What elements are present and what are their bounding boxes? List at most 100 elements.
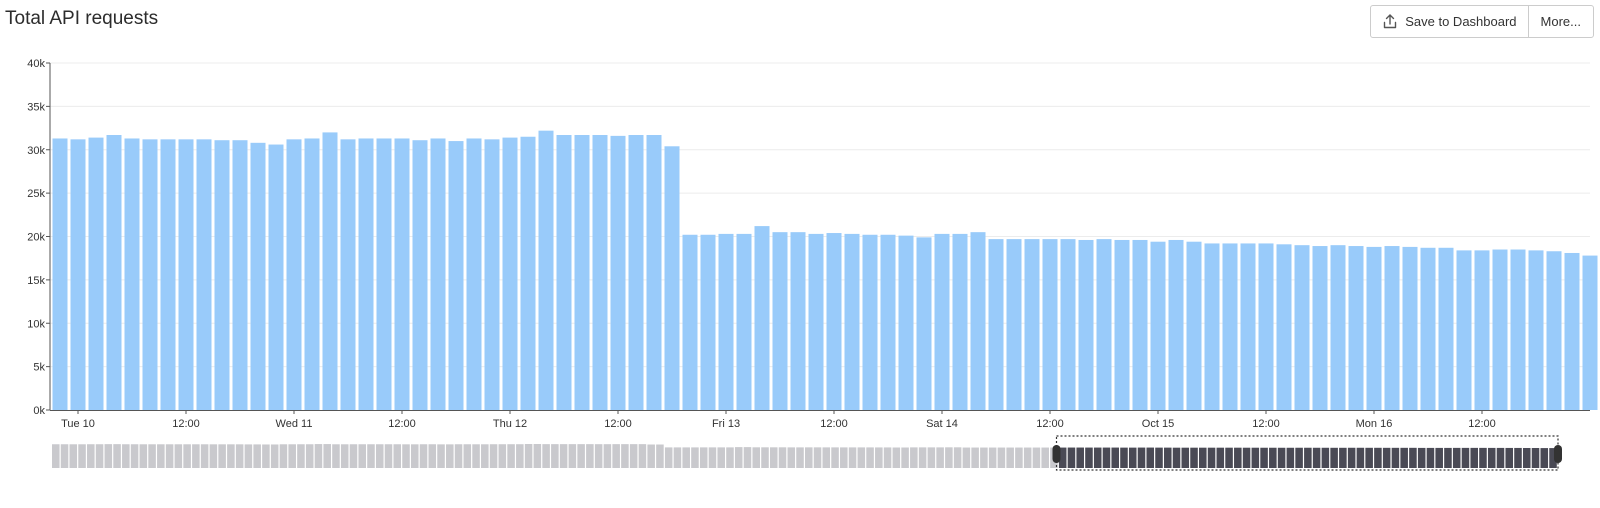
overview-bar bbox=[1251, 447, 1260, 468]
overview-bar bbox=[1452, 447, 1461, 468]
overview-bar bbox=[647, 444, 655, 468]
bar bbox=[574, 135, 590, 410]
overview-bar bbox=[1085, 447, 1093, 468]
overview-bar bbox=[174, 444, 183, 468]
bar bbox=[790, 232, 806, 410]
overview-bar bbox=[805, 447, 813, 468]
page-title: Total API requests bbox=[5, 8, 159, 29]
overview-bar bbox=[122, 444, 130, 468]
overview-bar bbox=[113, 444, 121, 468]
bar bbox=[340, 139, 356, 410]
overview-bar bbox=[831, 447, 839, 468]
bar bbox=[556, 135, 572, 410]
overview-bar bbox=[621, 444, 629, 468]
overview-bar bbox=[656, 444, 664, 468]
bar bbox=[466, 138, 482, 410]
x-tick-label: Wed 11 bbox=[276, 418, 313, 430]
x-tick-label: 12:00 bbox=[1468, 418, 1496, 430]
overview-bar bbox=[78, 444, 86, 468]
overview-bar bbox=[1444, 447, 1452, 468]
bar bbox=[232, 140, 248, 410]
bar bbox=[754, 226, 770, 410]
overview-bar bbox=[297, 444, 305, 468]
bar bbox=[718, 233, 734, 410]
bar bbox=[88, 137, 104, 411]
overview-bar bbox=[130, 444, 139, 468]
bar bbox=[286, 139, 302, 410]
x-tick-label: 12:00 bbox=[1252, 418, 1280, 430]
overview-bar bbox=[533, 444, 542, 468]
x-tick-label: 12:00 bbox=[604, 418, 632, 430]
overview-bar bbox=[288, 444, 296, 468]
bar bbox=[862, 234, 878, 410]
overview-bar bbox=[603, 444, 612, 468]
overview-bar bbox=[1426, 447, 1435, 468]
bar bbox=[1528, 250, 1544, 410]
bar bbox=[1060, 239, 1076, 410]
overview-bar bbox=[332, 444, 340, 468]
overview-bar bbox=[901, 447, 909, 468]
overview-bar bbox=[1155, 447, 1163, 468]
overview-bar bbox=[699, 447, 708, 468]
overview-bar bbox=[953, 447, 962, 468]
overview-bar bbox=[997, 447, 1006, 468]
overview-bar bbox=[165, 444, 174, 468]
overview-bar bbox=[1041, 447, 1049, 468]
bar bbox=[304, 138, 320, 410]
overview-bar bbox=[717, 447, 725, 468]
overview-bar bbox=[516, 444, 524, 468]
overview-bar bbox=[367, 444, 375, 468]
overview-bar bbox=[551, 444, 559, 468]
overview-bar bbox=[1540, 448, 1549, 468]
overview-bar bbox=[52, 444, 60, 468]
overview-bar bbox=[437, 444, 445, 468]
overview-bar bbox=[769, 447, 778, 468]
overview-bar bbox=[629, 444, 638, 468]
bar bbox=[358, 138, 374, 410]
overview-bar bbox=[612, 444, 620, 468]
overview-bar bbox=[875, 447, 883, 468]
bar bbox=[52, 138, 68, 410]
bar bbox=[1078, 239, 1094, 410]
bar bbox=[1132, 239, 1148, 410]
overview-bar bbox=[1286, 447, 1295, 468]
overview-bar bbox=[1374, 447, 1382, 468]
bar bbox=[214, 140, 230, 410]
bar bbox=[1294, 245, 1310, 410]
overview-bar bbox=[918, 447, 927, 468]
x-tick-label: 12:00 bbox=[820, 418, 848, 430]
overview-bar bbox=[472, 444, 480, 468]
overview-bar bbox=[1409, 447, 1417, 468]
overview-bar bbox=[1120, 447, 1128, 468]
overview-bar bbox=[1093, 447, 1102, 468]
bar bbox=[268, 144, 284, 411]
overview-bar bbox=[253, 444, 261, 468]
overview-bar bbox=[1190, 447, 1198, 468]
overview-bar bbox=[840, 447, 848, 468]
save-to-dashboard-button[interactable]: Save to Dashboard bbox=[1371, 6, 1527, 37]
overview-left-handle[interactable] bbox=[1052, 445, 1061, 463]
bar bbox=[1240, 243, 1256, 410]
overview-bar bbox=[481, 444, 489, 468]
y-tick-label: 0k bbox=[33, 405, 45, 417]
bar bbox=[250, 142, 266, 410]
save-to-dashboard-label: Save to Dashboard bbox=[1405, 14, 1517, 29]
x-tick-label: Mon 16 bbox=[1356, 418, 1393, 430]
overview-bar bbox=[463, 444, 472, 468]
overview-bar bbox=[87, 444, 95, 468]
bar bbox=[934, 233, 950, 410]
overview-bar bbox=[682, 447, 690, 468]
overview-bar bbox=[1312, 447, 1321, 468]
overview-bar bbox=[104, 444, 113, 468]
overview-bar bbox=[305, 444, 314, 468]
overview-bar bbox=[1277, 447, 1286, 468]
overview-right-handle[interactable] bbox=[1554, 445, 1562, 463]
overview-bar bbox=[183, 444, 191, 468]
bar bbox=[1114, 239, 1130, 410]
bar bbox=[1510, 249, 1526, 410]
more-button[interactable]: More... bbox=[1527, 6, 1593, 37]
bar bbox=[628, 135, 644, 410]
overview-bar bbox=[1304, 447, 1312, 468]
